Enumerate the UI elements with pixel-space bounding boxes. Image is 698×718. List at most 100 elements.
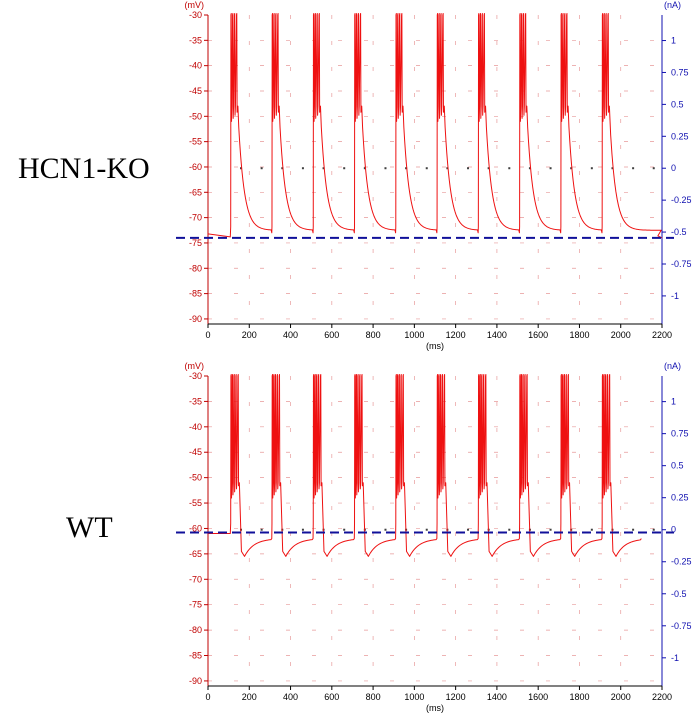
x-tick-label: 200: [242, 330, 257, 340]
left-tick-label: -70: [189, 574, 202, 584]
current-zero-marker: [343, 528, 346, 531]
left-tick-label: -60: [189, 162, 202, 172]
left-tick-label: -35: [189, 396, 202, 406]
right-tick-label: 0: [671, 525, 676, 535]
right-axis-unit: (nA): [664, 0, 681, 10]
x-tick-label: 1000: [404, 330, 424, 340]
x-axis-label: (ms): [426, 703, 444, 713]
x-tick-label: 200: [242, 692, 257, 702]
current-zero-marker: [549, 167, 552, 170]
left-tick-label: -65: [189, 549, 202, 559]
left-tick-label: -40: [189, 422, 202, 432]
left-tick-label: -60: [189, 523, 202, 533]
current-zero-marker: [632, 528, 635, 531]
current-zero-marker: [652, 167, 655, 170]
current-zero-marker: [363, 167, 366, 170]
x-tick-label: 1800: [569, 692, 589, 702]
right-tick-label: 0.25: [671, 493, 689, 503]
left-tick-label: -90: [189, 314, 202, 324]
right-tick-label: -1: [671, 291, 679, 301]
current-zero-marker: [425, 528, 428, 531]
current-zero-marker: [528, 167, 531, 170]
x-tick-label: 1600: [528, 692, 548, 702]
current-zero-marker: [405, 167, 408, 170]
current-zero-marker: [590, 528, 593, 531]
current-zero-marker: [487, 167, 490, 170]
current-zero-marker: [260, 528, 263, 531]
right-tick-label: -0.75: [671, 621, 692, 631]
current-zero-marker: [240, 167, 243, 170]
left-tick-label: -75: [189, 238, 202, 248]
current-zero-marker: [508, 528, 511, 531]
left-axis-unit: (mV): [185, 361, 205, 371]
x-tick-label: 0: [205, 692, 210, 702]
right-tick-label: -0.5: [671, 589, 687, 599]
current-zero-marker: [652, 528, 655, 531]
x-tick-label: 400: [283, 692, 298, 702]
x-tick-label: 2200: [652, 692, 672, 702]
right-tick-label: 0.5: [671, 99, 684, 109]
x-tick-label: 1800: [569, 330, 589, 340]
left-tick-label: -30: [189, 371, 202, 381]
current-zero-marker: [301, 528, 304, 531]
x-tick-label: 600: [324, 692, 339, 702]
membrane-potential-trace: [208, 373, 642, 557]
right-tick-label: 1: [671, 36, 676, 46]
right-tick-label: -0.25: [671, 195, 692, 205]
left-tick-label: -75: [189, 600, 202, 610]
current-zero-marker: [611, 167, 614, 170]
current-zero-marker: [281, 167, 284, 170]
left-tick-label: -50: [189, 473, 202, 483]
current-zero-marker: [508, 167, 511, 170]
current-zero-marker: [590, 167, 593, 170]
current-zero-marker: [425, 167, 428, 170]
current-zero-marker: [301, 167, 304, 170]
current-zero-marker: [260, 167, 263, 170]
current-zero-marker: [570, 167, 573, 170]
right-tick-label: 1: [671, 397, 676, 407]
current-zero-marker: [322, 167, 325, 170]
left-tick-label: -65: [189, 187, 202, 197]
right-tick-label: 0.75: [671, 67, 689, 77]
left-tick-label: -55: [189, 137, 202, 147]
x-tick-label: 800: [366, 330, 381, 340]
panel-wt: WT -30 -35 -40 -45 -50 -55 -60 -65 -70 -75 -80 -85 -9…: [66, 361, 692, 713]
x-tick-label: 2000: [611, 692, 631, 702]
current-zero-marker: [467, 528, 470, 531]
membrane-potential-trace: [207, 12, 663, 239]
left-axis-unit: (mV): [185, 0, 205, 10]
right-axis-unit: (nA): [664, 361, 681, 371]
x-tick-label: 1200: [446, 692, 466, 702]
current-zero-marker: [384, 167, 387, 170]
left-tick-label: -45: [189, 86, 202, 96]
left-tick-label: -85: [189, 289, 202, 299]
right-tick-label: -0.5: [671, 227, 687, 237]
left-tick-label: -55: [189, 498, 202, 508]
left-tick-label: -80: [189, 625, 202, 635]
x-tick-label: 600: [324, 330, 339, 340]
x-tick-label: 800: [366, 692, 381, 702]
right-tick-label: -1: [671, 653, 679, 663]
panel-ko: HCN1-KO -30 -35 -40 -45 -50 -55 -60 -65 -70 -75 -80…: [18, 0, 692, 351]
left-tick-label: -90: [189, 676, 202, 686]
right-tick-label: 0.75: [671, 429, 689, 439]
panel-label: WT: [66, 511, 113, 544]
x-tick-label: 1600: [528, 330, 548, 340]
current-zero-marker: [446, 167, 449, 170]
current-zero-marker: [467, 167, 470, 170]
right-tick-label: 0.25: [671, 131, 689, 141]
x-tick-label: 1200: [446, 330, 466, 340]
left-tick-label: -70: [189, 213, 202, 223]
x-axis-label: (ms): [426, 341, 444, 351]
current-zero-marker: [632, 167, 635, 170]
right-tick-label: -0.25: [671, 557, 692, 567]
left-tick-label: -45: [189, 447, 202, 457]
right-tick-label: -0.75: [671, 259, 692, 269]
left-tick-label: -50: [189, 111, 202, 121]
x-tick-label: 400: [283, 330, 298, 340]
right-tick-label: 0: [671, 163, 676, 173]
left-tick-label: -30: [189, 10, 202, 20]
x-tick-label: 0: [205, 330, 210, 340]
left-tick-label: -40: [189, 61, 202, 71]
